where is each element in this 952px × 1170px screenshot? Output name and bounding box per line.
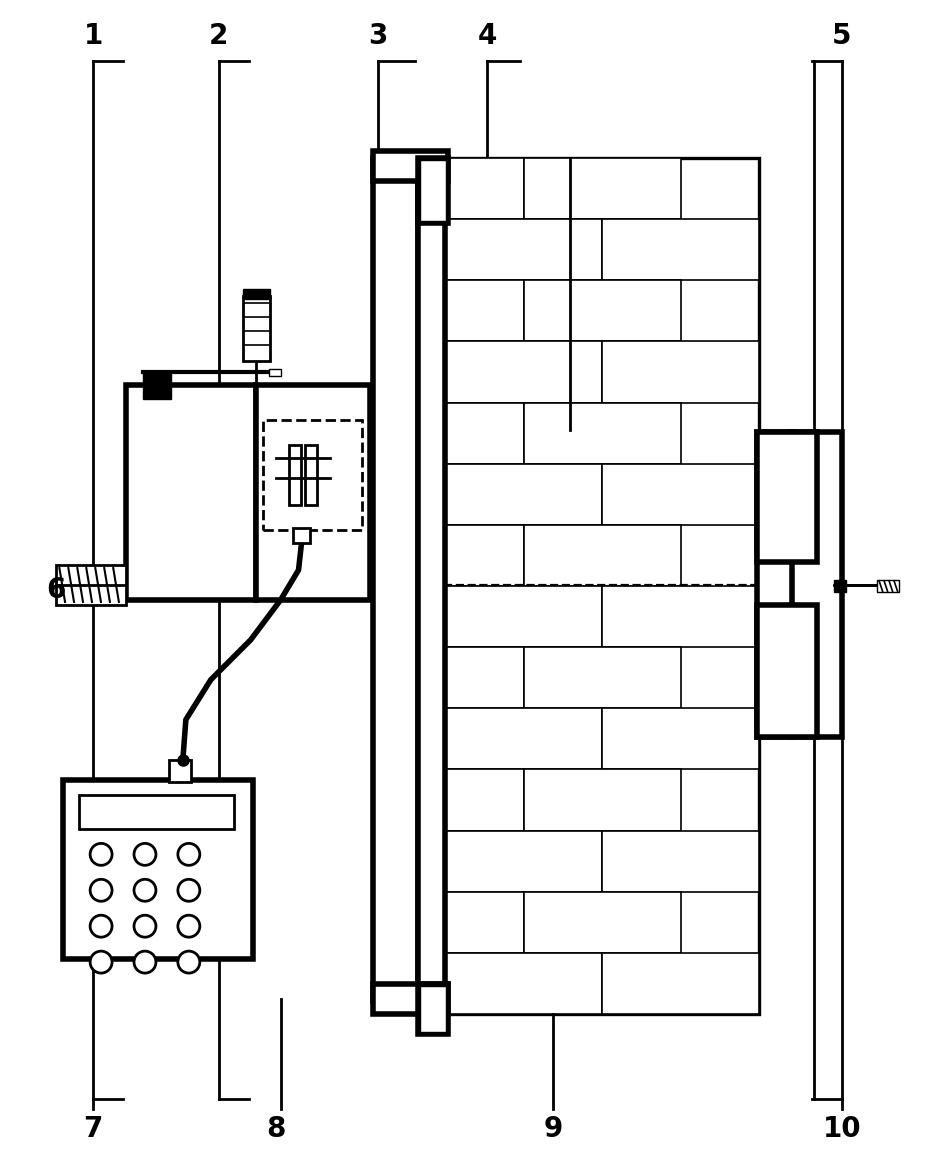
Text: 3: 3 <box>368 22 387 50</box>
Circle shape <box>90 915 112 937</box>
Bar <box>523 281 680 342</box>
Circle shape <box>178 915 200 937</box>
Bar <box>445 158 759 1014</box>
Bar <box>445 647 523 708</box>
Bar <box>373 158 418 1002</box>
Bar <box>418 158 445 1002</box>
Bar <box>445 952 602 1014</box>
Circle shape <box>134 951 156 973</box>
Bar <box>523 525 680 586</box>
Bar <box>523 770 680 831</box>
Bar <box>420 160 446 221</box>
Bar <box>602 708 759 770</box>
Bar <box>445 281 523 342</box>
Bar <box>523 402 680 463</box>
Bar <box>288 446 300 505</box>
Bar <box>523 892 680 952</box>
Circle shape <box>134 880 156 901</box>
Circle shape <box>90 844 112 866</box>
Bar <box>243 296 269 360</box>
Circle shape <box>178 951 200 973</box>
Bar <box>126 385 255 600</box>
Circle shape <box>90 951 112 973</box>
Text: 10: 10 <box>822 1115 861 1143</box>
Bar <box>602 952 759 1014</box>
Bar <box>523 158 680 219</box>
Bar <box>420 986 446 1032</box>
Text: 9: 9 <box>543 1115 562 1143</box>
Bar <box>757 433 816 562</box>
Bar <box>445 525 523 586</box>
Bar <box>418 984 447 1034</box>
Bar <box>63 779 252 959</box>
Bar <box>602 342 759 402</box>
Bar <box>833 580 845 592</box>
Bar <box>445 892 523 952</box>
Text: 2: 2 <box>208 22 228 50</box>
Bar <box>445 402 523 463</box>
Circle shape <box>90 880 112 901</box>
Text: 4: 4 <box>477 22 496 50</box>
Text: 7: 7 <box>84 1115 103 1143</box>
Circle shape <box>134 915 156 937</box>
Bar <box>79 794 233 830</box>
Bar <box>876 580 898 592</box>
Text: 8: 8 <box>266 1115 285 1143</box>
Bar <box>445 342 602 402</box>
Text: 1: 1 <box>84 22 103 50</box>
Bar <box>292 528 310 543</box>
Bar <box>445 158 523 219</box>
Bar <box>523 647 680 708</box>
Bar <box>255 385 370 600</box>
Bar <box>169 759 190 782</box>
Text: 6: 6 <box>47 576 66 604</box>
Bar <box>602 831 759 892</box>
Bar <box>306 446 317 505</box>
Bar <box>445 708 602 770</box>
Bar <box>445 463 602 525</box>
Bar <box>445 586 602 647</box>
Bar <box>445 219 602 281</box>
Bar <box>56 565 126 605</box>
Bar <box>243 289 269 298</box>
Bar <box>263 420 362 530</box>
Bar <box>602 586 759 647</box>
Bar <box>602 463 759 525</box>
Bar <box>445 770 523 831</box>
Bar <box>268 369 280 377</box>
Circle shape <box>178 880 200 901</box>
Circle shape <box>178 844 200 866</box>
Bar <box>445 831 602 892</box>
Circle shape <box>134 844 156 866</box>
Bar <box>373 984 447 1014</box>
Bar <box>757 605 816 737</box>
Bar <box>418 158 447 222</box>
Bar <box>373 151 447 181</box>
Text: 5: 5 <box>831 22 851 50</box>
Bar <box>143 372 170 399</box>
Bar <box>757 433 841 737</box>
Bar <box>602 219 759 281</box>
